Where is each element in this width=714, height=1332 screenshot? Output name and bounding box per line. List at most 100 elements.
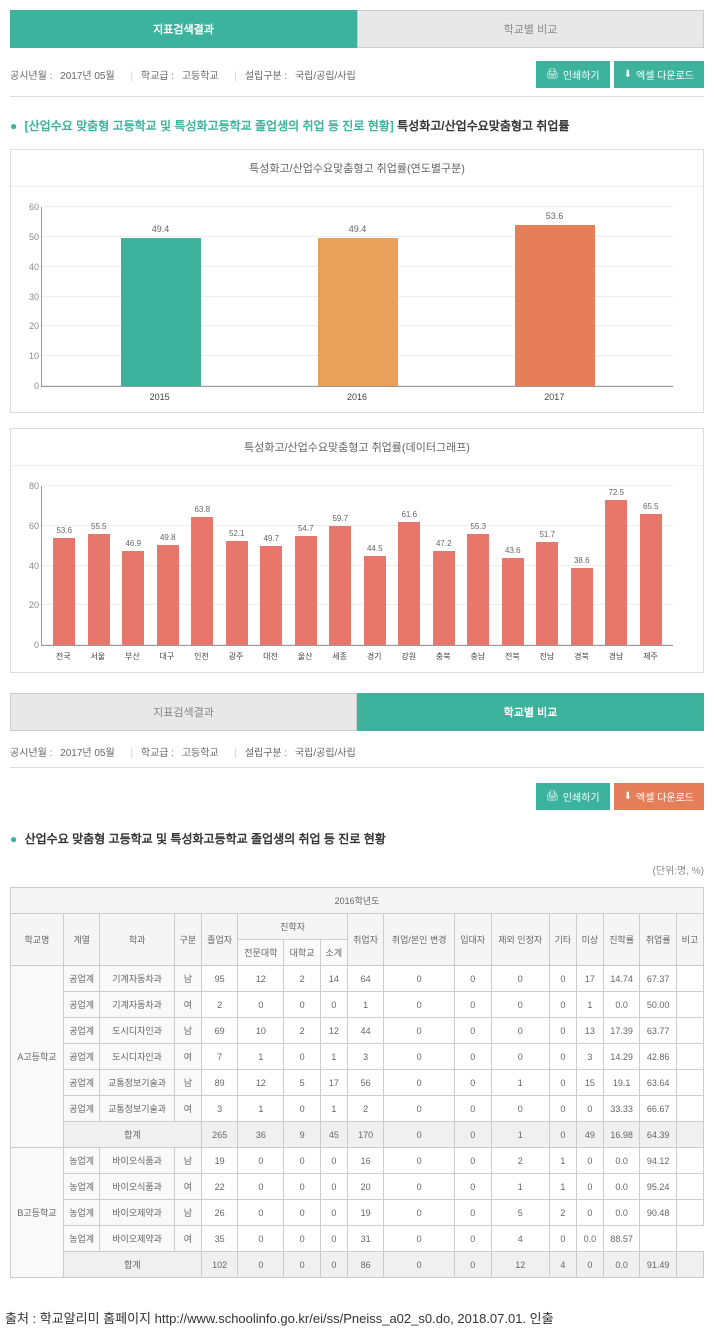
table-cell: 0 xyxy=(320,1226,347,1252)
section-title-2: ● 산업수요 맞춤형 고등학교 및 특성화고등학교 졸업생의 취업 등 진로 현… xyxy=(10,830,704,847)
table-cell: 3 xyxy=(576,1044,603,1070)
column-header: 계열 xyxy=(63,914,100,966)
chart-title: 특성화고/산업수요맞춤형고 취업률(데이터그래프) xyxy=(11,429,703,466)
table-cell: 남 xyxy=(174,1148,201,1174)
filter-bar-2: 공시년월 : 2017년 05월 | 학교급 : 고등학교 | 설립구분 : 국… xyxy=(10,736,704,768)
table-cell: 2 xyxy=(347,1096,384,1122)
chart-regional: 특성화고/산업수요맞춤형고 취업률(데이터그래프) 02040608053.65… xyxy=(10,428,704,673)
table-cell: 1 xyxy=(320,1044,347,1070)
table-cell: 0.0 xyxy=(576,1226,603,1252)
table-cell xyxy=(676,1096,703,1122)
title-link[interactable]: [산업수요 맞춤형 고등학교 및 특성화고등학교 졸업생의 취업 등 진로 현황… xyxy=(25,119,394,133)
table-cell: 56 xyxy=(347,1070,384,1096)
filter-label: 학교급 : xyxy=(141,71,174,82)
column-header: 진학자 xyxy=(238,914,347,940)
table-cell: 0 xyxy=(284,1044,321,1070)
table-cell: 63.64 xyxy=(640,1070,677,1096)
table-row: 농업계바이오제약과남2600019005200.090.48 xyxy=(11,1200,704,1226)
table-cell: 2 xyxy=(284,966,321,992)
tab-school-compare-2[interactable]: 학교별 비교 xyxy=(357,693,704,731)
print-button[interactable]: 🖨인쇄하기 xyxy=(536,61,610,88)
print-icon: 🖨 xyxy=(546,69,559,80)
sum-row: 합계102000860012400.091.49 xyxy=(11,1252,704,1278)
print-button-2[interactable]: 🖨인쇄하기 xyxy=(536,783,610,810)
table-cell: 17 xyxy=(320,1070,347,1096)
tab-school-compare[interactable]: 학교별 비교 xyxy=(357,10,704,48)
table-cell: 0 xyxy=(320,1200,347,1226)
table-cell: 0 xyxy=(576,1174,603,1200)
table-cell: 1 xyxy=(491,1070,549,1096)
table-cell: 42.86 xyxy=(640,1044,677,1070)
bar: 72.5 xyxy=(605,500,627,645)
table-row: A고등학교공업계기계자동차과남95122146400001714.7467.37 xyxy=(11,966,704,992)
table-cell: 0 xyxy=(238,1174,284,1200)
column-header: 취업률 xyxy=(640,914,677,966)
table-cell: 0.0 xyxy=(603,1148,640,1174)
table-cell xyxy=(676,966,703,992)
table-cell: 0 xyxy=(384,992,455,1018)
table-cell: 0 xyxy=(238,1226,284,1252)
bar: 49.4 xyxy=(121,238,201,386)
tab-search-results-2[interactable]: 지표검색결과 xyxy=(10,693,357,731)
table-cell: 0.0 xyxy=(603,1174,640,1200)
table-cell: 69 xyxy=(201,1018,238,1044)
download-icon: ⬇ xyxy=(624,69,632,80)
column-header: 기타 xyxy=(549,914,576,966)
table-row: 공업계도시디자인과남69102124400001317.3963.77 xyxy=(11,1018,704,1044)
table-cell: 0 xyxy=(284,1226,321,1252)
table-row: 공업계교통정보기술과여310120000033.3366.67 xyxy=(11,1096,704,1122)
table-cell: 88.57 xyxy=(603,1226,640,1252)
table-cell: 0 xyxy=(284,1174,321,1200)
table-cell: 0 xyxy=(384,1018,455,1044)
table-cell: 19.1 xyxy=(603,1070,640,1096)
table-cell: 19 xyxy=(201,1148,238,1174)
bar: 53.6 xyxy=(515,225,595,386)
download-icon: ⬇ xyxy=(624,791,632,802)
table-cell: 0 xyxy=(549,1044,576,1070)
bar: 55.5 xyxy=(88,534,110,645)
column-header: 진학률 xyxy=(603,914,640,966)
table-row: B고등학교농업계바이오식품과남1900016002100.094.12 xyxy=(11,1148,704,1174)
table-cell: 0 xyxy=(549,1096,576,1122)
table-cell: 남 xyxy=(174,1200,201,1226)
table-cell: 2 xyxy=(549,1200,576,1226)
table-cell: 1 xyxy=(576,992,603,1018)
table-cell: 농업계 xyxy=(63,1148,100,1174)
filter-value: 고등학교 xyxy=(182,71,219,82)
sum-row: 합계2653694517000104916.9864.39 xyxy=(11,1122,704,1148)
table-cell: 0 xyxy=(455,1200,492,1226)
excel-download-button[interactable]: ⬇엑셀 다운로드 xyxy=(614,61,704,88)
table-cell: 도시디자인과 xyxy=(100,1018,174,1044)
table-cell: 0 xyxy=(384,1226,455,1252)
table-cell: 여 xyxy=(174,1096,201,1122)
table-row: 농업계바이오제약과여350003100400.088.57 xyxy=(11,1226,704,1252)
tab-search-results[interactable]: 지표검색결과 xyxy=(10,10,357,48)
table-cell: 여 xyxy=(174,1174,201,1200)
table-cell: 0 xyxy=(384,1070,455,1096)
table-cell: 0 xyxy=(238,1148,284,1174)
table-cell: 12 xyxy=(238,1070,284,1096)
table-cell: 교통정보기술과 xyxy=(100,1070,174,1096)
table-cell: 0 xyxy=(384,1200,455,1226)
table-cell: 0 xyxy=(576,1096,603,1122)
table-cell: 1 xyxy=(238,1044,284,1070)
table-cell: 94.12 xyxy=(640,1148,677,1174)
table-cell: 0 xyxy=(491,1096,549,1122)
table-cell: 0 xyxy=(576,1148,603,1174)
table-cell: 공업계 xyxy=(63,1044,100,1070)
column-header: 제외 인정자 xyxy=(491,914,549,966)
table-cell: 공업계 xyxy=(63,992,100,1018)
bar: 53.6 xyxy=(53,538,75,645)
table-cell: 0 xyxy=(455,992,492,1018)
table-cell: 0 xyxy=(284,1148,321,1174)
table-cell: 0 xyxy=(238,1200,284,1226)
excel-download-button-2[interactable]: ⬇엑셀 다운로드 xyxy=(614,783,704,810)
bar: 47.2 xyxy=(433,551,455,645)
table-cell: 0 xyxy=(455,1096,492,1122)
table-cell: 0 xyxy=(491,966,549,992)
table-cell: 5 xyxy=(284,1070,321,1096)
table-cell: 17 xyxy=(576,966,603,992)
table-cell xyxy=(676,1070,703,1096)
table-cell: 2 xyxy=(491,1148,549,1174)
table-cell: 남 xyxy=(174,1018,201,1044)
